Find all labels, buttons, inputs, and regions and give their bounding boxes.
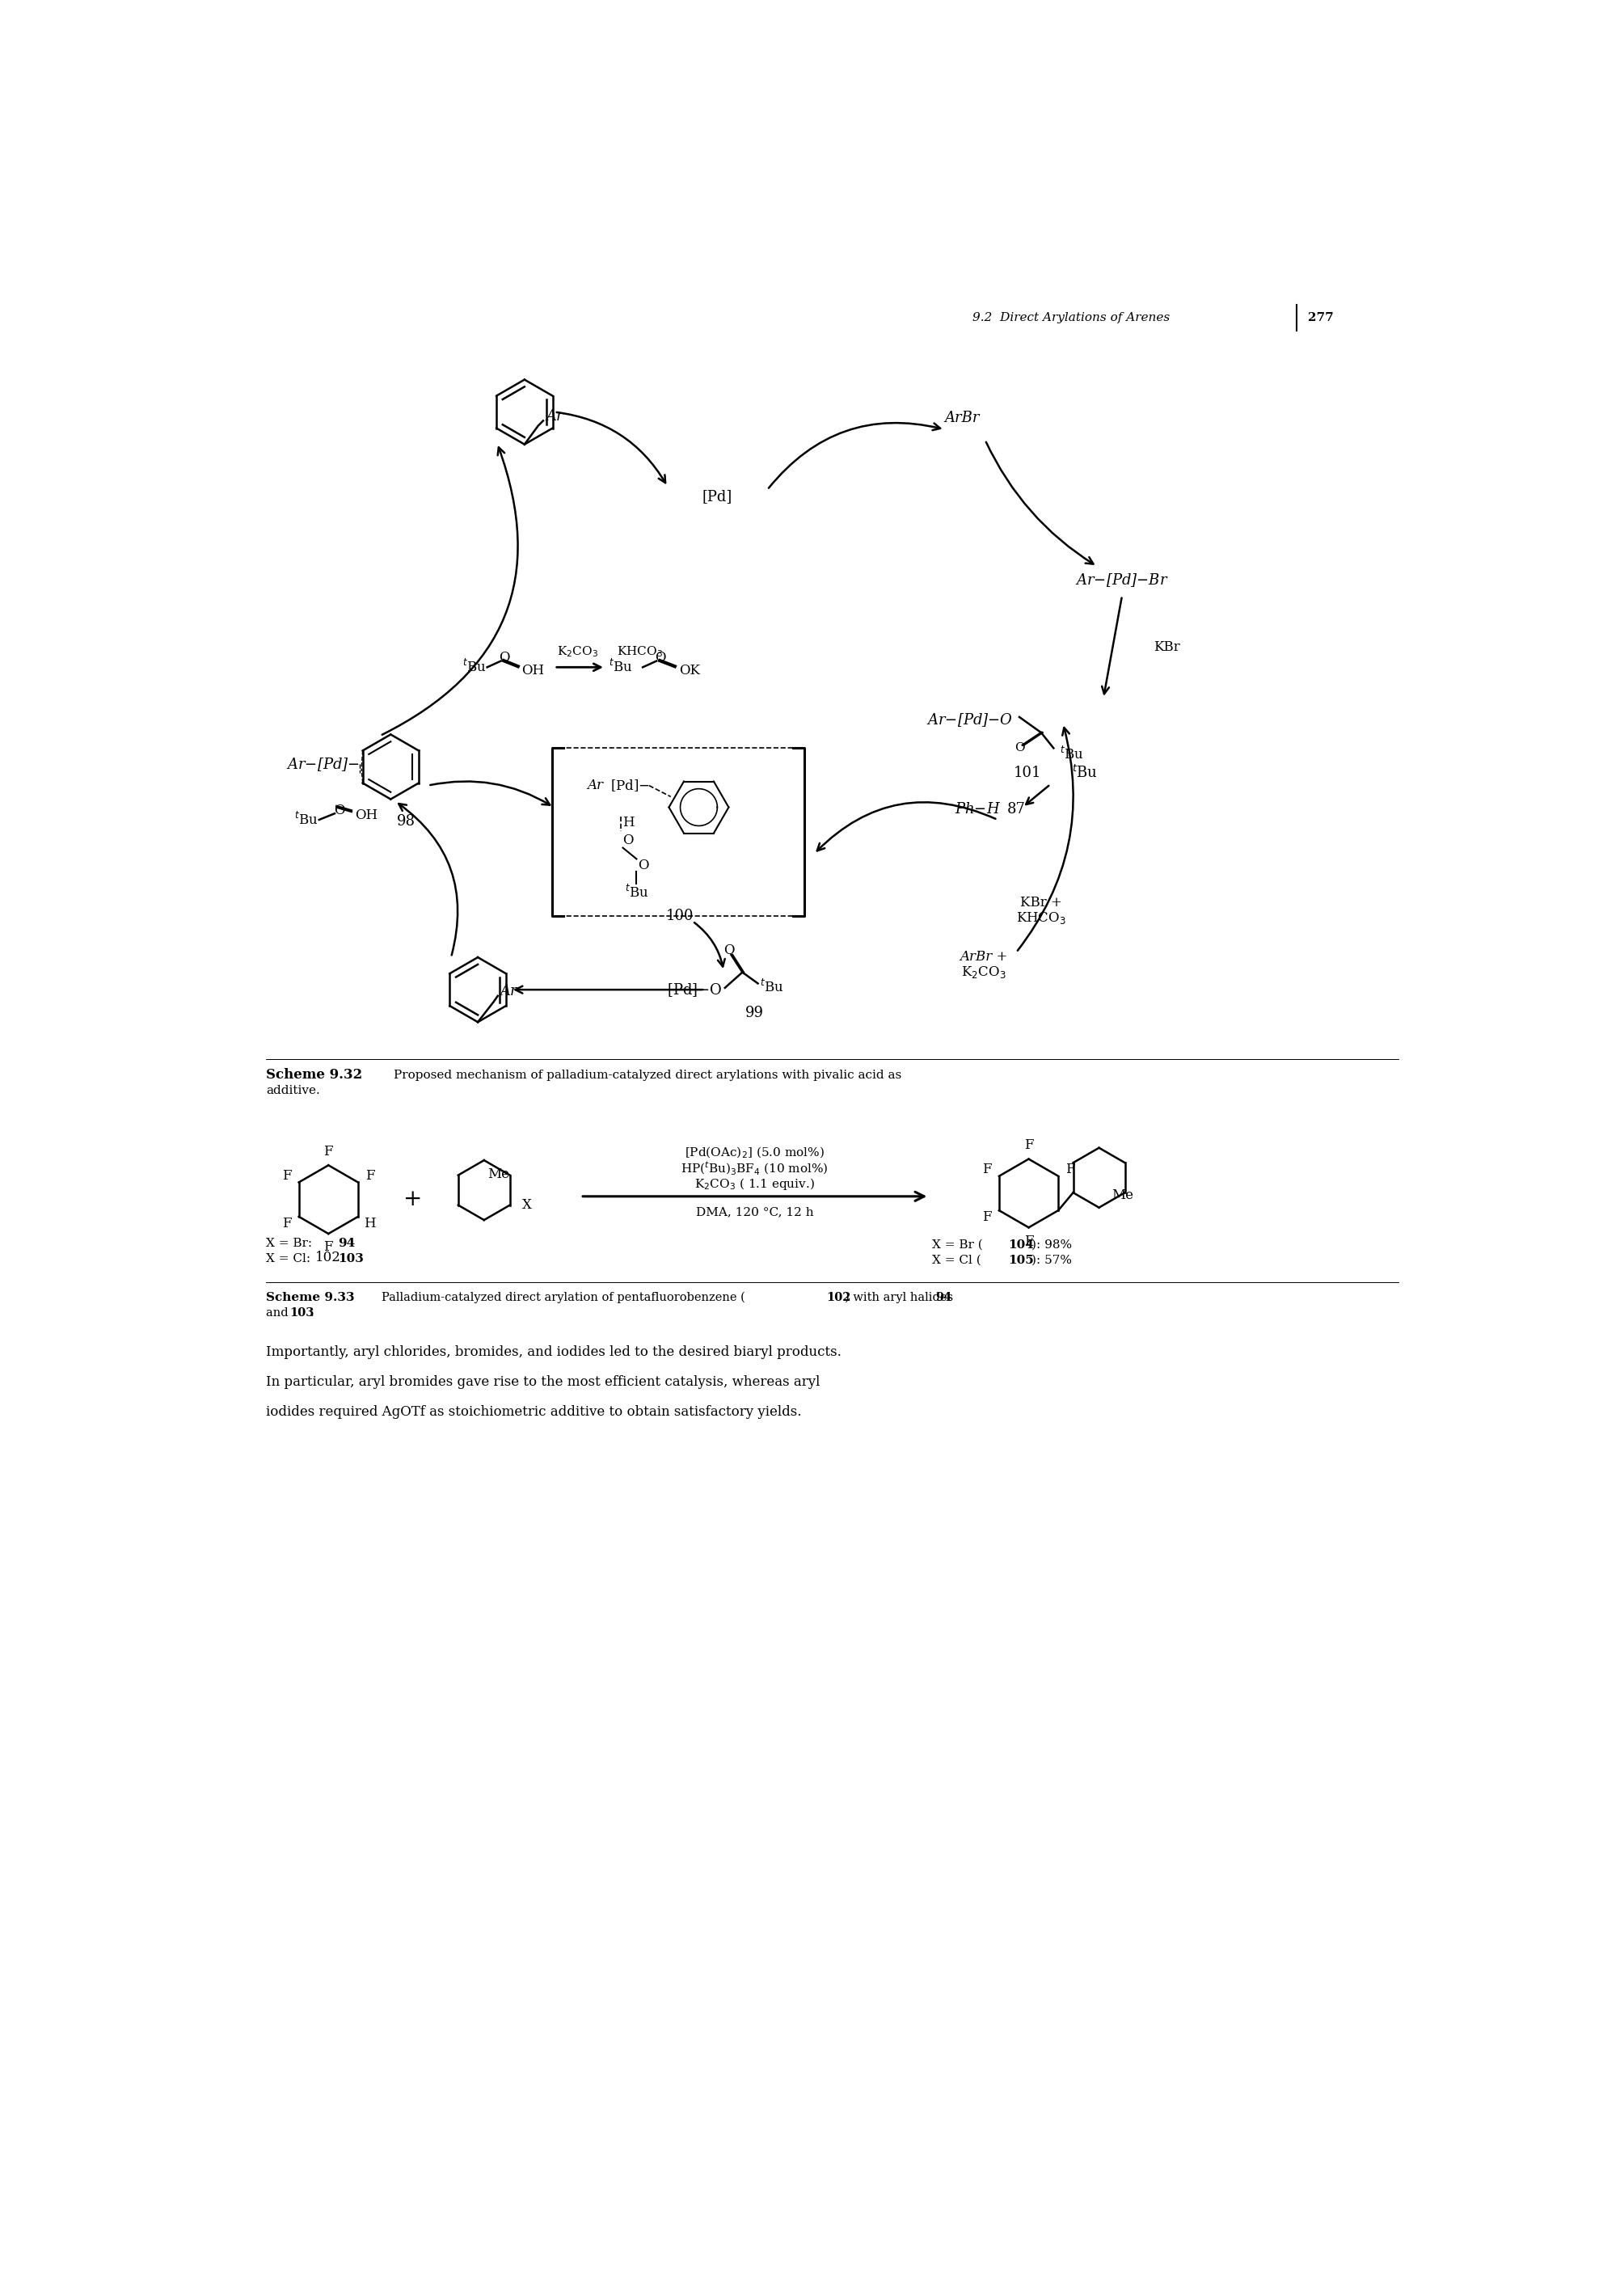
Text: $^t$Bu: $^t$Bu [1060,747,1083,763]
Text: X = Br (: X = Br ( [932,1240,983,1251]
Text: KHCO$_3$: KHCO$_3$ [617,644,663,658]
Text: $^t$Bu: $^t$Bu [1072,766,1098,782]
Text: Scheme 9.32: Scheme 9.32 [266,1068,362,1082]
Text: Me: Me [1111,1187,1134,1201]
Text: Ar$-$[Pd]$-$Br: Ar$-$[Pd]$-$Br [1075,571,1169,589]
Text: O: O [638,857,648,871]
Text: O: O [624,834,633,848]
Text: [Pd]$-$O: [Pd]$-$O [667,981,723,997]
Text: O: O [499,651,510,665]
Text: X = Cl:: X = Cl: [266,1254,315,1265]
Text: F: F [323,1144,333,1157]
Text: iodides required AgOTf as stoichiometric additive to obtain satisfactory yields.: iodides required AgOTf as stoichiometric… [266,1405,802,1419]
Text: F: F [283,1217,292,1231]
Text: 94: 94 [338,1238,356,1249]
Text: KHCO$_3$: KHCO$_3$ [1017,910,1067,926]
Text: In particular, aryl bromides gave rise to the most efficient catalysis, whereas : In particular, aryl bromides gave rise t… [266,1375,820,1389]
Text: [Pd(OAc)$_2$] (5.0 mol%): [Pd(OAc)$_2$] (5.0 mol%) [685,1146,825,1160]
Text: and: and [266,1306,292,1318]
Text: X: X [523,1199,533,1212]
Text: [Pd]$-$: [Pd]$-$ [611,777,650,793]
Text: Importantly, aryl chlorides, bromides, and iodides led to the desired biaryl pro: Importantly, aryl chlorides, bromides, a… [266,1345,841,1359]
Text: HP($^t$Bu)$_3$BF$_4$ (10 mol%): HP($^t$Bu)$_3$BF$_4$ (10 mol%) [680,1160,828,1176]
Text: 102: 102 [315,1251,341,1265]
Text: ArBr +: ArBr + [960,949,1009,963]
Text: Ar$-$[Pd]$-$: Ar$-$[Pd]$-$ [286,756,359,772]
Text: 102: 102 [827,1293,851,1302]
Text: K$_2$CO$_3$ ( 1.1 equiv.): K$_2$CO$_3$ ( 1.1 equiv.) [695,1176,815,1192]
Text: K$_2$CO$_3$: K$_2$CO$_3$ [961,965,1007,981]
Text: O: O [654,651,666,665]
Text: $^t$Bu: $^t$Bu [294,811,318,827]
Text: OK: OK [679,662,700,676]
Text: Palladium-catalyzed direct arylation of pentafluorobenzene (: Palladium-catalyzed direct arylation of … [382,1290,745,1304]
Text: Ar: Ar [500,983,518,999]
Text: $^t$Bu: $^t$Bu [609,660,632,676]
Text: K$_2$CO$_3$: K$_2$CO$_3$ [557,644,598,658]
Text: H: H [624,816,635,830]
Text: KBr: KBr [1153,639,1179,653]
Text: 99: 99 [745,1006,765,1020]
Text: 100: 100 [666,910,693,924]
Text: F: F [283,1169,292,1183]
Text: X = Br:: X = Br: [266,1238,320,1249]
Text: O: O [333,804,344,818]
Text: DMA, 120 °C, 12 h: DMA, 120 °C, 12 h [697,1206,814,1217]
Text: Ph$-$H: Ph$-$H [955,802,1000,816]
Text: Scheme 9.33: Scheme 9.33 [266,1293,354,1302]
Text: 103: 103 [338,1254,364,1265]
Text: OH: OH [354,809,377,823]
Text: 87: 87 [1007,802,1025,816]
Text: OH: OH [521,662,544,676]
Text: F: F [1065,1162,1075,1176]
Text: H: H [364,1217,375,1231]
Text: F: F [983,1162,992,1176]
Text: 277: 277 [1307,312,1333,323]
Text: O: O [1015,743,1025,754]
Text: F: F [983,1210,992,1224]
Text: $^t$Bu: $^t$Bu [463,660,486,676]
Text: 98: 98 [396,814,416,830]
Text: $^t$Bu: $^t$Bu [625,885,648,901]
Text: Me: Me [487,1167,508,1180]
Text: F: F [323,1240,333,1254]
Text: 104: 104 [1009,1240,1034,1251]
Text: ): 98%: ): 98% [1031,1240,1072,1251]
Text: F: F [365,1169,375,1183]
Text: 105: 105 [1009,1254,1034,1265]
Text: X = Cl (: X = Cl ( [932,1254,981,1265]
Text: additive.: additive. [266,1084,320,1096]
Text: O: O [723,944,734,958]
Text: 101: 101 [1013,766,1041,779]
Text: 9.2  Direct Arylations of Arenes: 9.2 Direct Arylations of Arenes [973,312,1171,323]
Text: [Pd]: [Pd] [703,488,732,504]
Text: Proposed mechanism of palladium-catalyzed direct arylations with pivalic acid as: Proposed mechanism of palladium-catalyze… [393,1070,901,1080]
Text: Ar: Ar [586,779,603,793]
Text: +: + [403,1190,422,1210]
Text: Ar$-$[Pd]$-$O: Ar$-$[Pd]$-$O [926,713,1013,729]
Text: .: . [310,1306,313,1318]
Text: KBr +: KBr + [1020,896,1062,910]
Text: ArBr: ArBr [945,410,979,426]
Text: ) with aryl halides: ) with aryl halides [844,1290,957,1304]
Text: F: F [1025,1139,1033,1153]
Text: 103: 103 [289,1306,315,1318]
Text: ): 57%: ): 57% [1031,1254,1072,1265]
Text: F: F [1025,1235,1033,1249]
Text: 94: 94 [935,1293,952,1302]
Text: $^t$Bu: $^t$Bu [760,979,784,995]
Text: Ar: Ar [546,408,564,424]
